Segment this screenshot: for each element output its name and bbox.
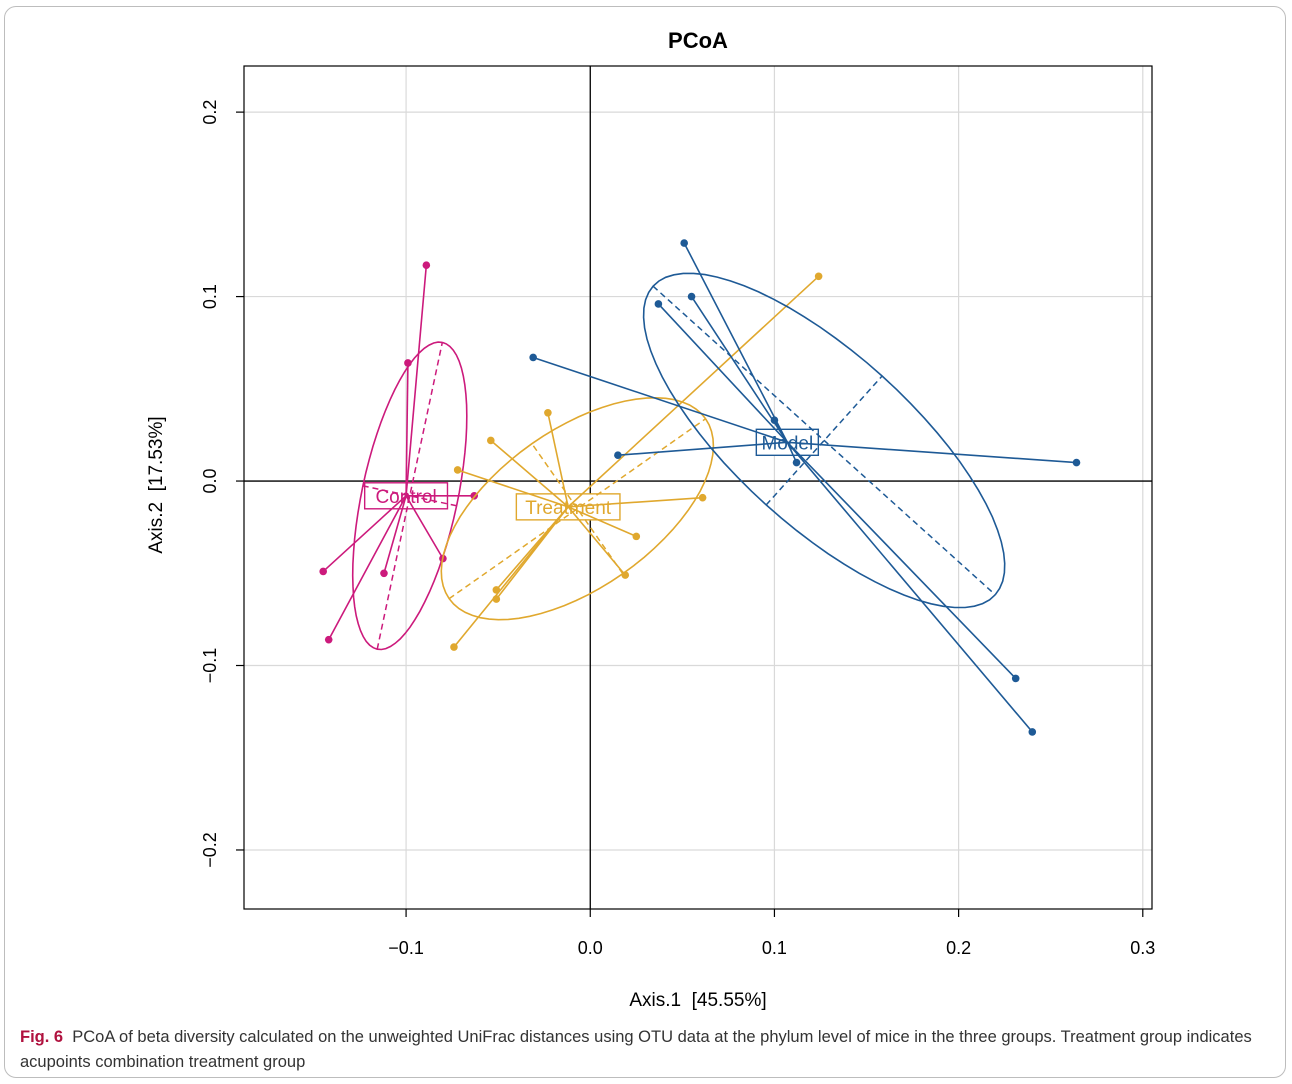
treatment-point <box>632 532 641 541</box>
control-group <box>319 261 479 651</box>
treatment-spoke <box>457 469 569 508</box>
control-major-axis <box>376 342 444 650</box>
pcoa-plot: PCoA ControlTreatmentModel −0.1 0.0 0.1 0.2… <box>146 28 1155 1011</box>
control-ellipse <box>351 341 468 651</box>
treatment-point <box>544 408 552 417</box>
figure-frame <box>4 6 1286 1078</box>
treatment-spoke <box>567 506 626 576</box>
y-axis-label: Axis.2 [17.53%] <box>146 416 167 553</box>
model-major-axis <box>652 285 996 596</box>
model-spoke <box>786 441 1017 679</box>
treatment-spoke <box>567 275 820 508</box>
control-point <box>380 569 388 578</box>
treatment-point <box>492 595 501 603</box>
control-spoke <box>328 495 407 641</box>
treatment-spoke <box>568 496 703 508</box>
chart-title: PCoA <box>668 28 728 53</box>
plot-border <box>243 65 1153 910</box>
control-minor-axis <box>362 485 457 507</box>
x-tick-label: 0.0 <box>578 938 603 958</box>
model-spoke <box>657 303 788 443</box>
y-axis-ticks: −0.2 −0.1 0.0 0.1 0.2 <box>200 100 244 868</box>
treatment-point <box>453 466 462 474</box>
control-point <box>324 635 333 644</box>
x-tick-label: 0.3 <box>1130 938 1155 958</box>
model-point <box>1072 458 1081 467</box>
x-axis-ticks: −0.1 0.0 0.1 0.2 0.3 <box>388 909 1155 958</box>
control-spoke <box>405 265 428 496</box>
figure-caption: Fig. 6 PCoA of beta diversity calculated… <box>20 1025 1270 1075</box>
model-spoke <box>787 441 1077 464</box>
control-point <box>422 261 431 270</box>
treatment-point <box>486 436 495 445</box>
y-tick-label: −0.2 <box>200 832 220 868</box>
model-point <box>770 416 779 424</box>
model-spoke <box>683 242 789 443</box>
model-group <box>529 239 1081 736</box>
model-point <box>792 458 801 467</box>
model-spoke <box>786 441 1033 733</box>
treatment-point <box>450 643 458 651</box>
model-point <box>1011 674 1020 683</box>
y-tick-label: −0.1 <box>200 648 220 684</box>
treatment-point <box>698 493 707 502</box>
control-spoke <box>383 495 407 574</box>
x-tick-label: 0.1 <box>762 938 787 958</box>
treatment-spoke <box>567 506 637 538</box>
y-tick-label: 0.2 <box>200 100 220 125</box>
control-spoke <box>405 495 444 559</box>
control-spoke <box>405 362 409 496</box>
model-point <box>614 451 622 460</box>
x-tick-label: 0.2 <box>946 938 971 958</box>
treatment-group <box>440 272 823 651</box>
model-point <box>687 292 696 301</box>
group-labels: ControlTreatmentModel <box>363 428 820 521</box>
model-point <box>1028 728 1037 736</box>
x-tick-label: −0.1 <box>388 938 424 958</box>
treatment-spoke <box>453 506 569 648</box>
treatment-spoke <box>490 439 569 508</box>
treatment-point <box>814 272 823 281</box>
treatment-major-axis <box>448 418 707 600</box>
control-point <box>319 567 327 576</box>
groups-layer: ControlTreatmentModel <box>319 239 1081 736</box>
model-spoke <box>773 419 789 443</box>
model-point <box>680 239 688 247</box>
y-tick-label: 0.0 <box>200 469 220 494</box>
control-point <box>404 359 412 367</box>
model-spoke <box>617 441 788 457</box>
caption-text: PCoA of beta diversity calculated on the… <box>20 1028 1252 1071</box>
model-point <box>529 353 537 362</box>
treatment-spoke <box>547 412 569 508</box>
model-point <box>654 300 663 308</box>
y-tick-label: 0.1 <box>200 284 220 309</box>
treatment-point <box>492 586 501 594</box>
model-spoke <box>532 356 788 444</box>
x-axis-label: Axis.1 [45.55%] <box>629 990 766 1011</box>
treatment-minor-axis <box>531 443 624 575</box>
treatment-point <box>621 571 630 579</box>
caption-label: Fig. 6 <box>20 1028 64 1046</box>
model-minor-axis <box>765 375 883 506</box>
control-spoke <box>322 495 407 573</box>
